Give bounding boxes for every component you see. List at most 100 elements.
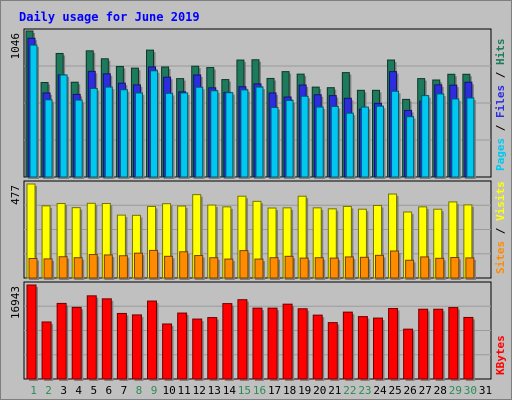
- kbytes-bar-face: [192, 318, 203, 380]
- pages-bar: [119, 89, 130, 179]
- sites-bar: [435, 257, 446, 280]
- kbytes-bar: [131, 314, 144, 381]
- x-tick-label: 24: [373, 384, 387, 397]
- kbytes-bar-face: [403, 328, 414, 380]
- x-tick-label: 16: [253, 384, 266, 397]
- x-tick-label: 29: [449, 384, 462, 397]
- pages-bar-face: [74, 99, 83, 178]
- pages-bar-face: [345, 112, 354, 178]
- pages-bar-face: [104, 86, 113, 178]
- sites-bar-face: [43, 258, 53, 279]
- x-tick-label: 23: [358, 384, 371, 397]
- kbytes-bar: [147, 300, 159, 381]
- kbytes-bar: [237, 299, 249, 381]
- kbytes-bar-face: [418, 308, 429, 380]
- sites-bar: [269, 257, 281, 280]
- kbytes-bar: [388, 307, 400, 381]
- kbytes-bar-face: [177, 312, 188, 380]
- sites-bar: [103, 254, 115, 280]
- sites-bar: [359, 256, 371, 280]
- sites-bar: [239, 250, 250, 280]
- sites-bar: [390, 250, 401, 280]
- kbytes-bar: [297, 308, 310, 381]
- kbytes-bar: [403, 328, 415, 381]
- pages-bar-face: [195, 86, 204, 178]
- pages-bar: [134, 92, 145, 179]
- x-tick-label: 14: [223, 384, 237, 397]
- sites-bar-face: [149, 249, 159, 279]
- x-tick-label: 12: [193, 384, 206, 397]
- pages-bar: [89, 88, 100, 179]
- x-tick-label: 6: [106, 384, 113, 397]
- sites-bar: [164, 255, 175, 280]
- kbytes-bar: [342, 311, 355, 381]
- x-tick-label: 11: [178, 384, 191, 397]
- sites-bar: [284, 255, 296, 280]
- pages-bar: [391, 90, 401, 179]
- kbytes-bar: [282, 303, 295, 381]
- sites-bar-face: [405, 259, 415, 279]
- sites-bar-face: [88, 254, 98, 279]
- x-tick-label: 9: [151, 384, 158, 397]
- x-tick-label: 4: [75, 384, 82, 397]
- x-tick-label: 19: [298, 384, 311, 397]
- sites-bar-face: [118, 255, 128, 279]
- legend-separator: /: [494, 221, 507, 241]
- pages-bar-face: [406, 116, 415, 178]
- sites-bar-face: [103, 254, 113, 279]
- kbytes-bar: [267, 307, 280, 381]
- sites-bar-face: [28, 257, 38, 279]
- sites-bar: [329, 257, 341, 280]
- sites-bar: [450, 257, 461, 280]
- kbytes-bar-face: [222, 303, 233, 380]
- kbytes-bar-face: [41, 321, 52, 380]
- sites-bar: [133, 252, 145, 280]
- pages-bar: [150, 70, 160, 179]
- legend-hits: Hits: [494, 39, 507, 66]
- pages-bar-face: [240, 89, 249, 178]
- legend-pages: Pages: [494, 138, 507, 171]
- sites-bar: [374, 254, 386, 280]
- kbytes-bar: [252, 307, 264, 381]
- kbytes-bar: [56, 302, 69, 381]
- sites-bar: [344, 256, 356, 280]
- legend-separator: /: [494, 118, 507, 138]
- kbytes-bar: [41, 321, 54, 381]
- sites-bar-face: [133, 252, 143, 279]
- chart-panels: 1046 Pages / Files / Hits 477 Sites / Visit…: [9, 28, 507, 381]
- pages-bar-face: [330, 106, 339, 178]
- kbytes-bar-face: [71, 306, 82, 380]
- sites-bar: [28, 257, 39, 280]
- pages-bar-face: [44, 99, 53, 178]
- sites-bar-face: [435, 257, 445, 279]
- pages-bar-face: [315, 106, 324, 178]
- sites-bar-face: [465, 257, 475, 279]
- x-tick-label: 2: [45, 384, 52, 397]
- legend-files: Files: [494, 85, 507, 118]
- kbytes-max-label: 16943: [9, 286, 22, 319]
- pages-bar-face: [165, 92, 174, 178]
- kbytes-bar-face: [86, 295, 97, 380]
- legend-visits: Visits: [494, 181, 507, 221]
- x-tick-label: 22: [343, 384, 356, 397]
- kbytes-bar-face: [342, 311, 353, 380]
- kbytes-bar: [192, 318, 204, 381]
- kbytes-bar-face: [56, 302, 67, 380]
- kbytes-bar: [222, 303, 234, 381]
- x-tick-label: 27: [419, 384, 432, 397]
- pages-bar: [195, 86, 205, 179]
- pages-bar-face: [180, 92, 189, 178]
- pages-bar-face: [150, 70, 159, 178]
- pages-bar-face: [89, 88, 98, 178]
- legend-sites: Sites: [494, 241, 507, 274]
- sites-bar: [88, 254, 100, 280]
- pages-bar: [300, 95, 311, 179]
- pages-bar: [360, 106, 371, 179]
- sites-bar-face: [420, 256, 430, 279]
- kbytes-bar-face: [131, 314, 142, 380]
- visits-sites-legend: Sites / Visits: [494, 181, 507, 274]
- x-tick-label: 3: [60, 384, 67, 397]
- visits-max-label: 477: [9, 185, 22, 205]
- legend-kbytes: KBytes: [494, 335, 507, 375]
